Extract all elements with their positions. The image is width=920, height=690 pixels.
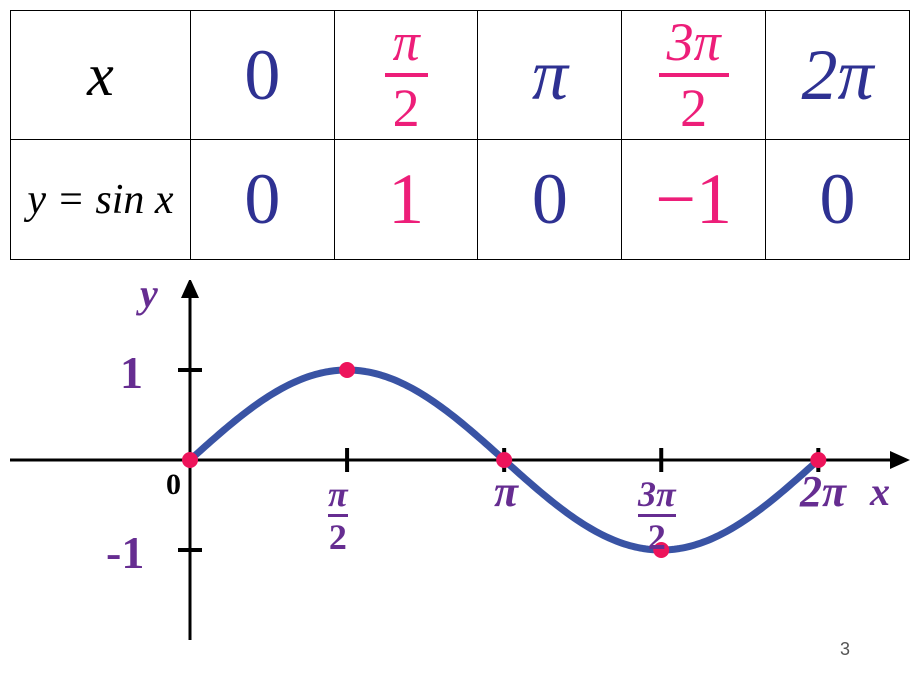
fn-var: x [155,177,174,223]
sine-chart: y x 0 1 -1 π 2 π 3π 2 2π 3 [10,280,910,680]
x-val-2: π [532,35,568,115]
fn-rhs: sin [95,177,144,223]
y-tick-1: 1 [120,346,143,399]
cell-y-4: 0 [766,140,910,260]
y-tick-neg1: -1 [106,526,144,579]
y-val-0: 0 [244,159,280,239]
y-val-2: 0 [532,159,568,239]
frac-bar [385,73,428,77]
x-val-4: 2π [802,35,874,115]
chart-svg [10,280,910,680]
cell-x-1: π 2 [334,11,478,140]
x-val-3-frac: 3π 2 [659,15,729,135]
x-axis-label: x [870,468,890,515]
header-fn-label: y = sin x [27,177,173,223]
frac-den: 2 [385,79,428,135]
cell-y-0: 0 [190,140,334,260]
cell-x-2: π [478,11,622,140]
frac-bar [659,73,729,77]
cell-header-x: x [11,11,191,140]
frac-num: π [328,476,348,512]
frac-den: 2 [328,519,348,555]
x-tick-pi2: π 2 [328,476,348,555]
y-val-3: −1 [655,159,732,239]
value-table: x 0 π 2 π 3π 2 2π y = s [10,10,910,260]
x-tick-pi: π [494,466,518,517]
cell-x-4: 2π [766,11,910,140]
cell-y-2: 0 [478,140,622,260]
table-row: x 0 π 2 π 3π 2 2π [11,11,910,140]
x-tick-2pi: 2π [800,466,846,517]
fn-eq: = [46,177,95,223]
frac-num: 3π [638,476,676,512]
frac-den: 2 [638,519,676,555]
x-val-1-frac: π 2 [385,15,428,135]
table-row: y = sin x 0 1 0 −1 0 [11,140,910,260]
cell-x-3: 3π 2 [622,11,766,140]
cell-x-0: 0 [190,11,334,140]
frac-num: π [385,15,428,71]
page-number: 3 [840,639,850,660]
y-val-4: 0 [820,159,856,239]
cell-y-1: 1 [334,140,478,260]
x-tick-3pi2: 3π 2 [638,476,676,555]
x-val-0: 0 [244,35,280,115]
cell-header-fn: y = sin x [11,140,191,260]
frac-num: 3π [659,15,729,71]
frac-den: 2 [659,79,729,135]
header-x-label: x [87,42,114,108]
cell-y-3: −1 [622,140,766,260]
fn-lhs: y [27,177,46,223]
origin-label: 0 [166,468,181,502]
y-axis-label: y [140,270,158,317]
y-val-1: 1 [388,159,424,239]
